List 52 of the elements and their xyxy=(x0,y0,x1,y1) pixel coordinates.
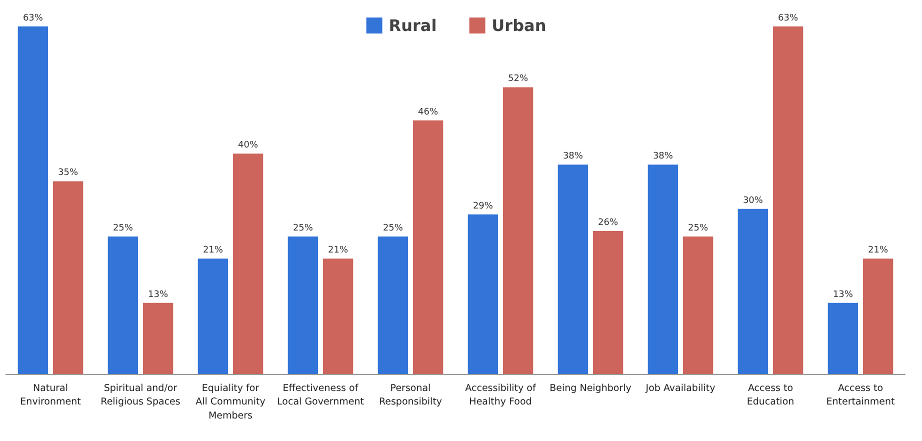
bar xyxy=(18,26,48,375)
bar xyxy=(592,230,624,375)
bar xyxy=(772,26,804,375)
data-label: 63% xyxy=(22,13,44,24)
data-label: 25% xyxy=(292,224,314,234)
legend-label: Urban xyxy=(492,16,546,34)
x-tick-label: Accessibility of Healthy Food xyxy=(465,382,536,408)
bar xyxy=(232,154,264,375)
data-label: 30% xyxy=(742,196,764,206)
x-tick-label: Access to Entertainment xyxy=(826,382,896,408)
data-label: 25% xyxy=(688,224,708,234)
bar xyxy=(502,87,534,375)
x-tick-label: Effectiveness of Local Government xyxy=(277,382,364,408)
legend-label: Rural xyxy=(388,16,437,34)
x-tick-label: Personal Responsibilty xyxy=(378,382,442,408)
data-label: 21% xyxy=(868,246,888,256)
bar xyxy=(862,258,894,375)
bar xyxy=(198,258,228,375)
x-tick-label: Equiality for All Community Members xyxy=(196,382,266,422)
data-label: 63% xyxy=(778,13,798,24)
data-label: 46% xyxy=(418,107,438,118)
bar xyxy=(322,258,354,375)
bar xyxy=(558,164,588,375)
bar xyxy=(468,214,498,375)
x-tick-label: Job Availability xyxy=(644,382,716,394)
data-label: 13% xyxy=(148,290,168,300)
bar xyxy=(108,236,138,375)
x-tick-label: Natural Environment xyxy=(20,382,82,408)
bar xyxy=(288,236,318,375)
bar xyxy=(52,181,84,375)
data-label: 26% xyxy=(598,218,618,228)
data-label: 38% xyxy=(562,152,584,162)
x-tick-label: Being Neighborly xyxy=(550,382,632,394)
bar xyxy=(682,236,714,375)
data-label: 21% xyxy=(202,246,224,256)
data-label: 35% xyxy=(58,168,78,178)
data-label: 25% xyxy=(112,224,134,234)
bar xyxy=(828,302,858,375)
x-tick-label: Access to Education xyxy=(746,382,794,408)
data-label: 13% xyxy=(832,290,854,300)
bar xyxy=(648,164,678,375)
data-label: 40% xyxy=(238,140,258,151)
bar xyxy=(142,302,174,375)
bar xyxy=(378,236,408,375)
bar xyxy=(412,120,444,375)
data-label: 52% xyxy=(508,74,528,84)
bar xyxy=(738,208,768,375)
data-label: 38% xyxy=(652,152,674,162)
data-label: 21% xyxy=(328,246,348,256)
x-tick-label: Spiritual and/or Religious Spaces xyxy=(100,382,180,408)
data-label: 29% xyxy=(472,201,494,212)
data-label: 25% xyxy=(382,224,404,234)
